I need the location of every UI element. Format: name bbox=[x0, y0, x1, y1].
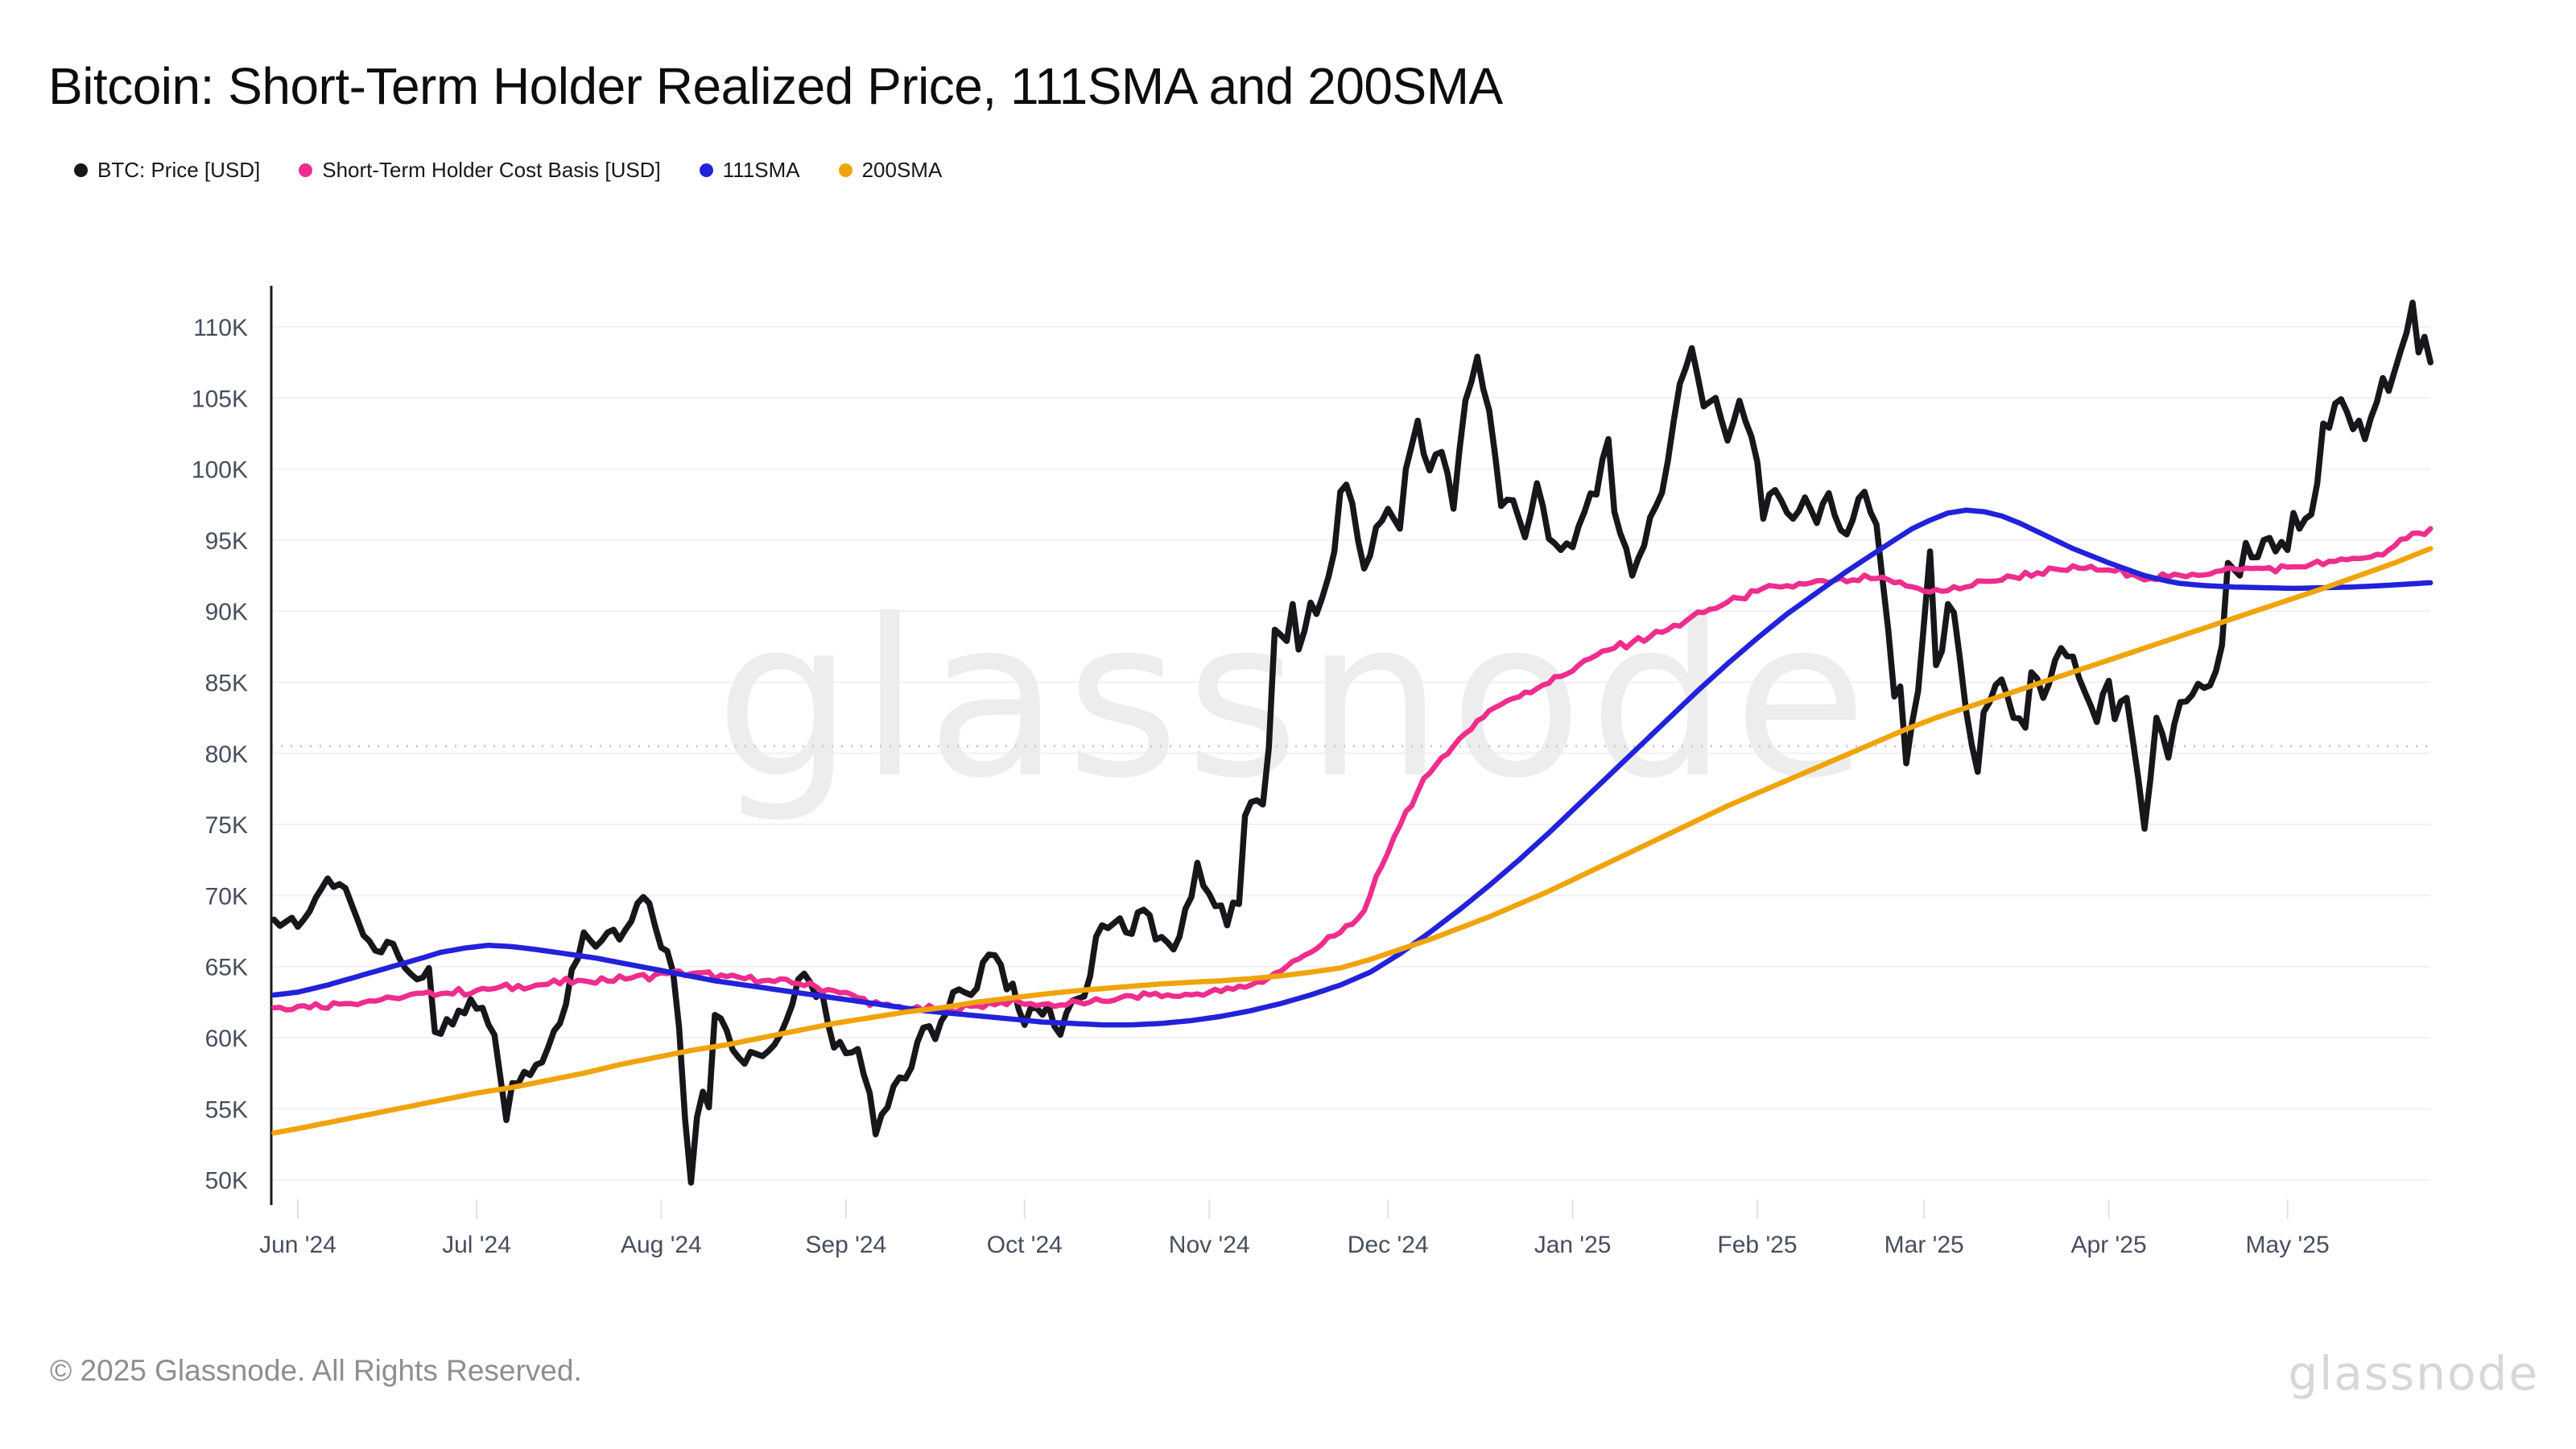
x-axis-tick-label: Dec '24 bbox=[1348, 1232, 1429, 1258]
legend-item-111sma[interactable]: 111SMA bbox=[699, 158, 800, 183]
chart-title: Bitcoin: Short-Term Holder Realized Pric… bbox=[48, 57, 1503, 115]
legend-item-200sma[interactable]: 200SMA bbox=[838, 158, 943, 183]
y-axis-tick-label: 95K bbox=[205, 528, 248, 555]
y-axis-tick-label: 55K bbox=[205, 1096, 248, 1123]
x-axis-tick-label: Feb '25 bbox=[1717, 1232, 1797, 1258]
y-axis-tick-label: 110K bbox=[193, 315, 248, 341]
y-axis-tick-label: 50K bbox=[205, 1168, 248, 1195]
y-axis-tick-label: 75K bbox=[205, 812, 248, 839]
x-axis-tick-label: Mar '25 bbox=[1885, 1232, 1964, 1258]
y-axis-tick-label: 85K bbox=[205, 671, 248, 697]
legend-item-sth-cost-basis[interactable]: Short-Term Holder Cost Basis [USD] bbox=[299, 158, 661, 183]
chart-legend: BTC: Price [USD] Short-Term Holder Cost … bbox=[74, 158, 942, 183]
x-axis-tick-label: Aug '24 bbox=[621, 1232, 702, 1258]
x-axis-tick-label: Apr '25 bbox=[2071, 1232, 2147, 1258]
y-axis-tick-label: 65K bbox=[205, 955, 248, 981]
y-axis-tick-label: 60K bbox=[205, 1026, 248, 1052]
x-axis-tick-label: Oct '24 bbox=[987, 1232, 1063, 1258]
legend-dot bbox=[838, 163, 852, 177]
x-axis-tick-label: Jun '24 bbox=[259, 1232, 336, 1258]
y-axis-tick-label: 80K bbox=[205, 741, 248, 768]
legend-label: 111SMA bbox=[722, 158, 800, 182]
legend-dot bbox=[299, 163, 313, 177]
copyright-text: © 2025 Glassnode. All Rights Reserved. bbox=[50, 1354, 582, 1387]
series-line-1[interactable] bbox=[271, 526, 2434, 1015]
x-axis-tick-label: Nov '24 bbox=[1169, 1232, 1250, 1258]
series-line-0[interactable] bbox=[270, 299, 2434, 1186]
series-line-2[interactable] bbox=[271, 507, 2434, 1028]
x-axis-tick-label: Sep '24 bbox=[805, 1232, 886, 1258]
legend-label: Short-Term Holder Cost Basis [USD] bbox=[322, 158, 661, 182]
x-axis-tick-label: Jan '25 bbox=[1534, 1232, 1612, 1258]
glassnode-logo: glassnode bbox=[2288, 1346, 2539, 1401]
x-axis-tick-label: May '25 bbox=[2246, 1232, 2330, 1258]
legend-item-btc-price[interactable]: BTC: Price [USD] bbox=[74, 158, 260, 183]
legend-label: BTC: Price [USD] bbox=[97, 158, 261, 182]
series-line-3[interactable] bbox=[271, 546, 2434, 1136]
x-axis-tick-label: Jul '24 bbox=[442, 1232, 511, 1258]
y-axis-tick-label: 100K bbox=[192, 457, 248, 484]
y-axis-tick-label: 105K bbox=[192, 386, 248, 412]
legend-dot bbox=[699, 163, 713, 177]
legend-dot bbox=[74, 163, 88, 177]
y-axis-tick-label: 70K bbox=[205, 883, 248, 910]
y-axis-tick-label: 90K bbox=[205, 599, 248, 625]
legend-label: 200SMA bbox=[861, 158, 943, 182]
